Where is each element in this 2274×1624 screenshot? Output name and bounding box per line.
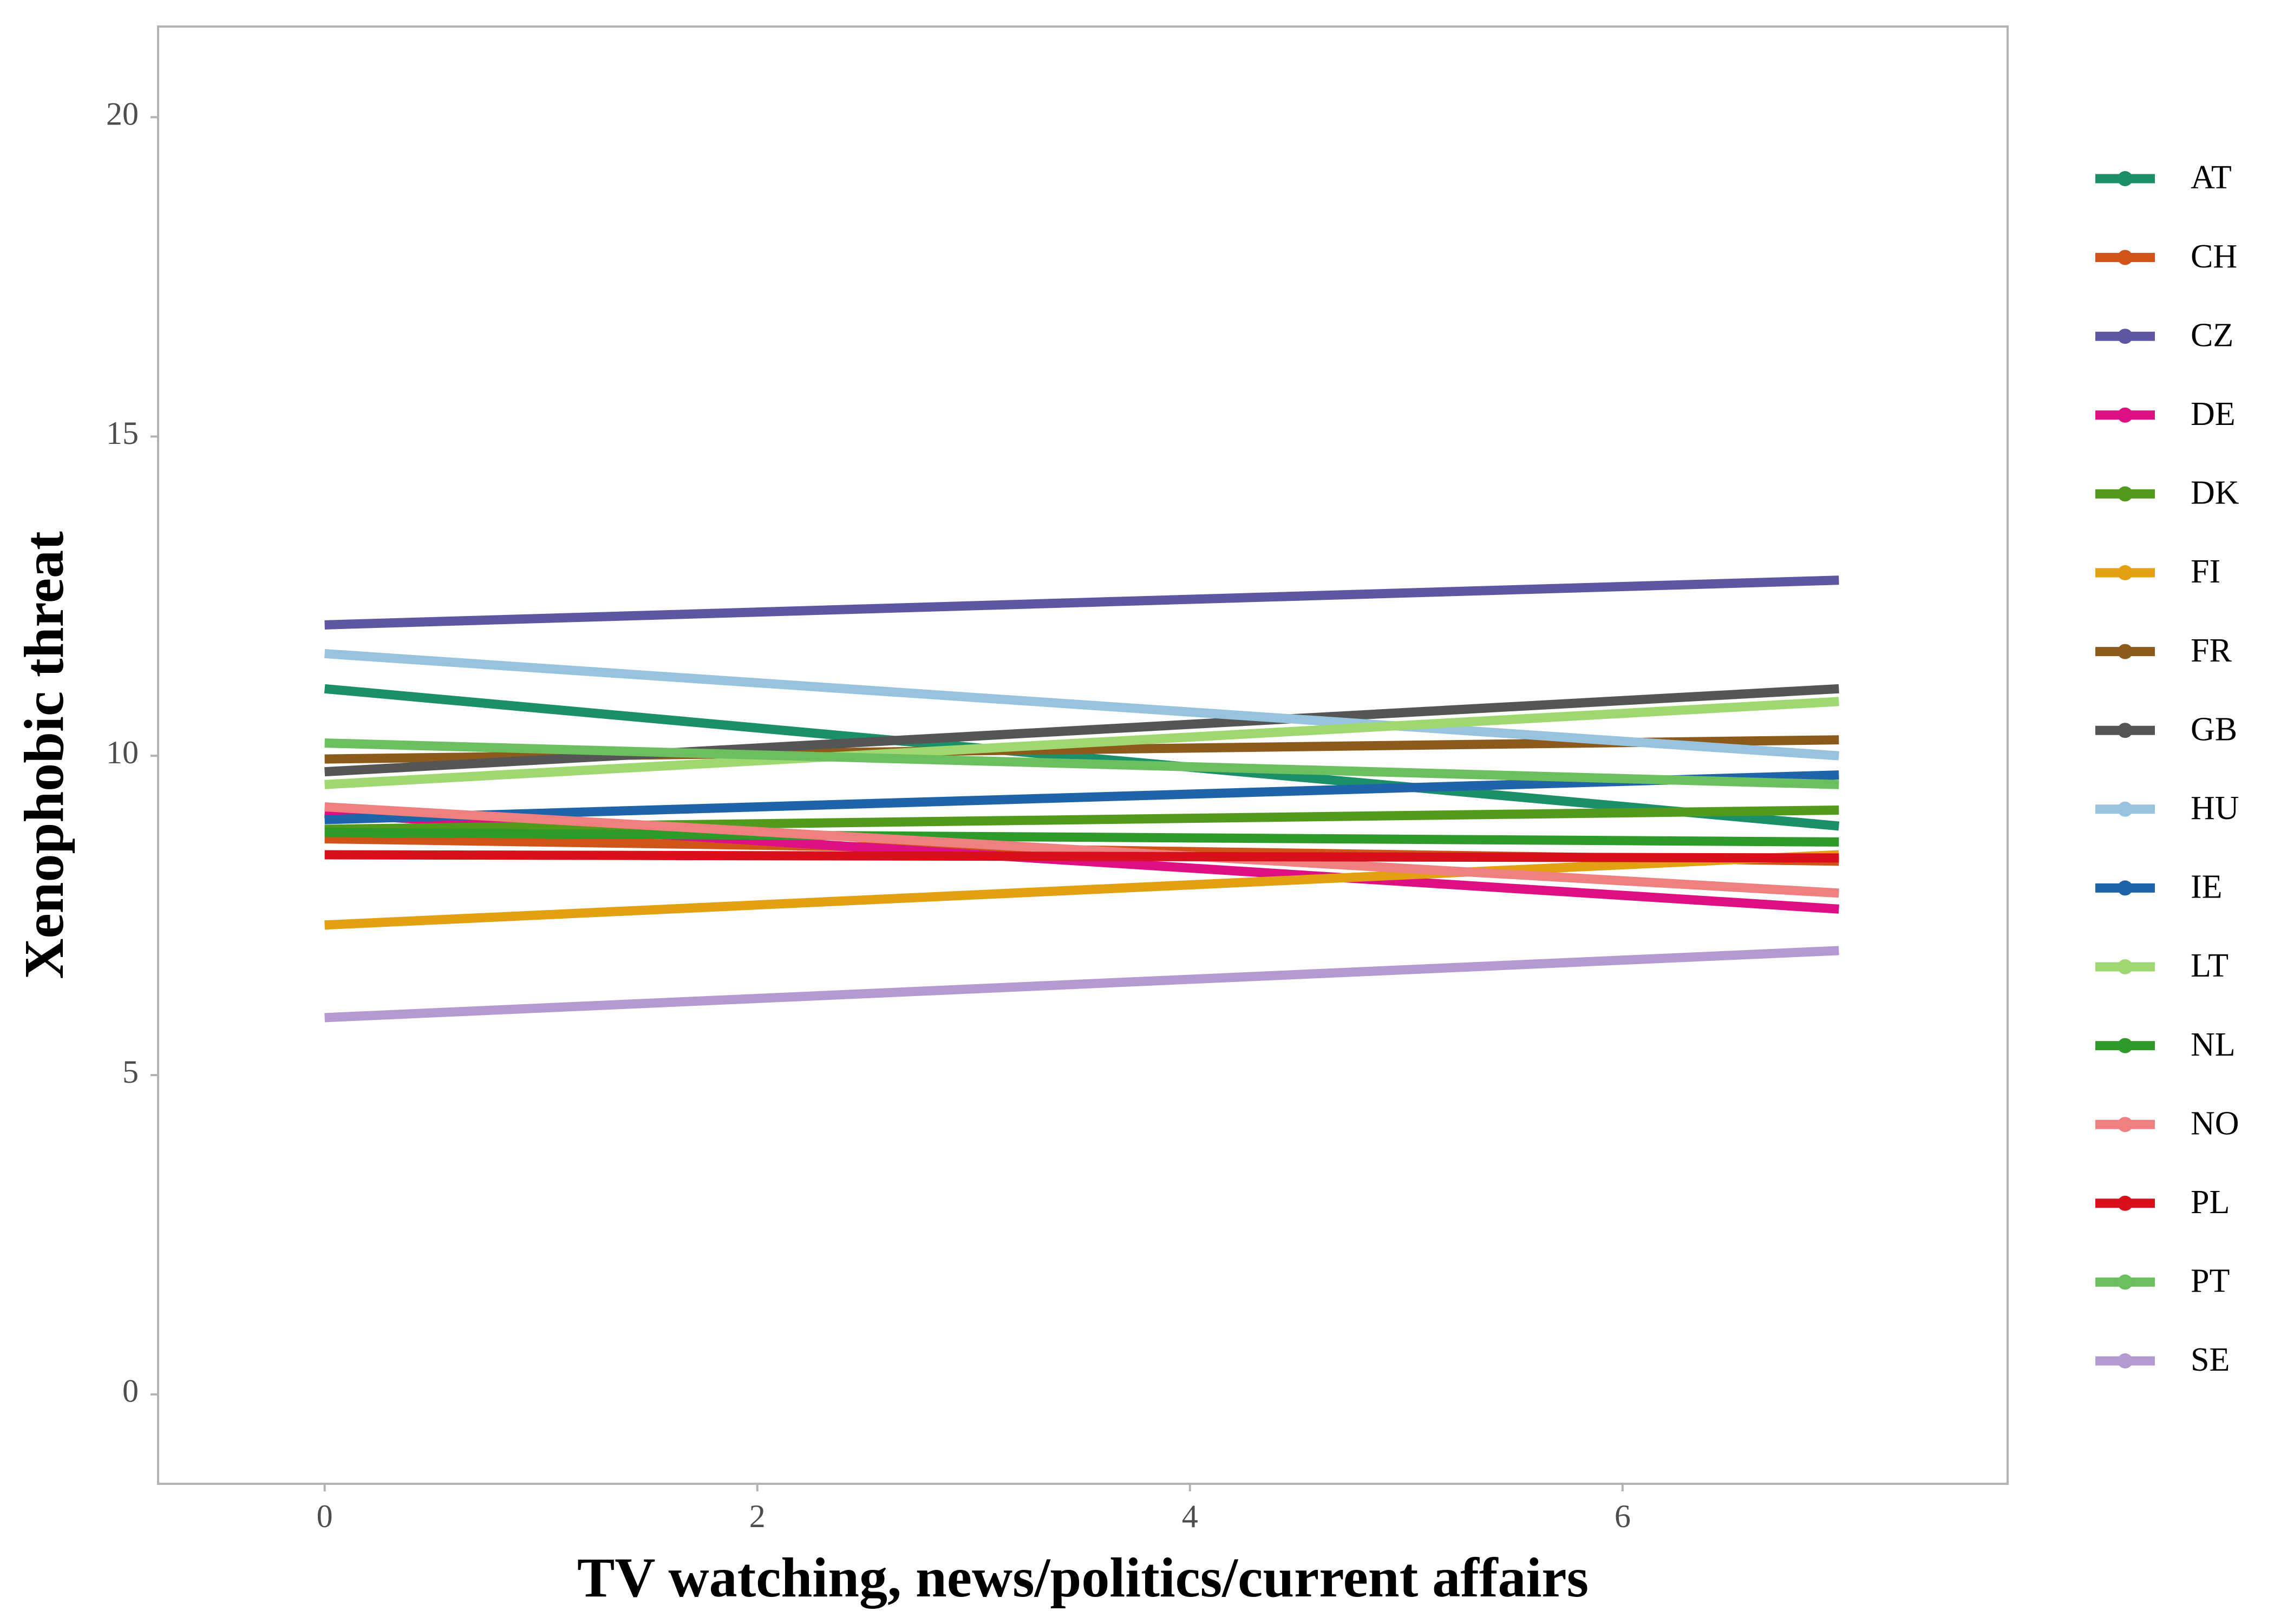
legend-dot [2118, 723, 2133, 738]
series-line [324, 946, 1839, 1023]
legend-label: LT [2191, 947, 2229, 984]
y-axis-title: Xenophobic threat [13, 531, 75, 979]
legend-dot [2118, 644, 2133, 659]
series-line [324, 850, 1839, 863]
legend-dot [2118, 565, 2133, 580]
legend-dot [2118, 880, 2133, 896]
y-tick-label: 10 [106, 735, 139, 770]
x-tick-label: 6 [1615, 1498, 1631, 1534]
series-line [324, 802, 1839, 898]
legend-label: NO [2191, 1105, 2239, 1142]
legend-label: FI [2191, 553, 2220, 590]
legend-label: AT [2191, 159, 2232, 196]
y-tick-label: 0 [122, 1373, 139, 1409]
series-line [324, 684, 1839, 777]
x-tick-label: 4 [1182, 1498, 1198, 1534]
x-tick-label: 2 [749, 1498, 766, 1534]
series-line [324, 575, 1839, 630]
legend-dot [2118, 486, 2133, 502]
legend-label: PL [2191, 1184, 2230, 1221]
legend-label: IE [2191, 869, 2223, 906]
legend-label: FR [2191, 632, 2232, 669]
y-tick-label: 20 [106, 96, 139, 132]
legend-label: GB [2191, 711, 2237, 748]
legend-dot [2118, 1195, 2133, 1211]
legend-label: DE [2191, 396, 2236, 433]
legend-dot [2118, 329, 2133, 344]
legend-dot [2118, 959, 2133, 974]
legend-dot [2118, 801, 2133, 817]
legend-dot [2118, 407, 2133, 423]
legend-dot [2118, 1353, 2133, 1368]
legend-label: PT [2191, 1263, 2230, 1300]
legend-dot [2118, 1117, 2133, 1132]
legend-label: CH [2191, 238, 2237, 275]
legend-label: HU [2191, 790, 2239, 827]
x-axis-title: TV watching, news/politics/current affai… [577, 1547, 1589, 1609]
series-line [324, 738, 1839, 789]
legend-dot [2118, 1038, 2133, 1053]
y-tick-label: 15 [106, 415, 139, 451]
series-line [324, 770, 1839, 824]
series-line [324, 850, 1839, 930]
y-tick-label: 5 [122, 1054, 139, 1090]
series-line [324, 828, 1839, 847]
series-line [324, 697, 1839, 789]
legend-dot [2118, 1274, 2133, 1290]
legend-label: NL [2191, 1026, 2236, 1063]
x-tick-label: 0 [317, 1498, 333, 1534]
legend-label: DK [2191, 475, 2239, 512]
legend-dot [2118, 250, 2133, 265]
legend-dot [2118, 171, 2133, 186]
legend-label: SE [2191, 1341, 2230, 1378]
legend-label: CZ [2191, 317, 2233, 353]
series-line [324, 684, 1840, 831]
series-line [324, 649, 1839, 761]
series-line [324, 805, 1839, 834]
